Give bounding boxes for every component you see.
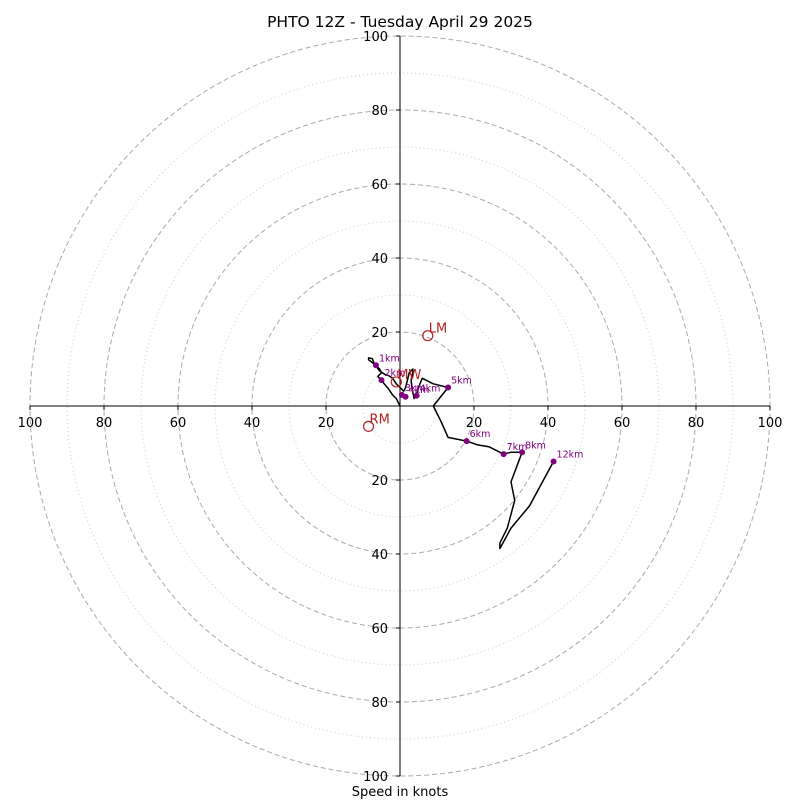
storm-motion-point — [422, 330, 434, 342]
height-marker-label: 2km — [385, 368, 406, 379]
y-tick-label: 60 — [371, 178, 388, 193]
storm-motion-point — [362, 420, 375, 432]
x-tick-label: 40 — [244, 416, 261, 431]
height-marker-point — [445, 384, 452, 391]
height-marker-label: 12km — [557, 450, 584, 461]
height-marker-point — [372, 362, 379, 369]
x-axis-label: Speed in knots — [352, 785, 449, 800]
storm-motion-markers: LM RM MW — [362, 322, 447, 432]
storm-motion-label: RM — [370, 412, 390, 427]
storm-motion-point — [390, 376, 402, 388]
chart-title: PHTO 12Z - Tuesday April 29 2025 — [267, 13, 533, 31]
x-tick-label: 80 — [96, 416, 113, 431]
height-marker-label: 4km — [409, 385, 430, 396]
y-tick-label: 80 — [371, 696, 388, 711]
height-marker-label: 4km — [420, 384, 441, 395]
x-tick-label: 100 — [758, 416, 783, 431]
x-tick-label: 20 — [318, 416, 335, 431]
storm-motion-label: MW — [397, 368, 421, 383]
x-tick-label: 60 — [614, 416, 631, 431]
height-marker-point — [413, 392, 420, 399]
height-marker-point — [500, 451, 507, 458]
height-marker-point — [378, 377, 385, 384]
y-tick-label: 60 — [371, 622, 388, 637]
y-tick-label: 20 — [371, 474, 388, 489]
height-marker-label: 7km — [507, 442, 528, 453]
x-tick-label: 60 — [170, 416, 187, 431]
y-tick-label: 40 — [371, 252, 388, 267]
y-tick-label: 80 — [371, 104, 388, 119]
y-tick-label: 100 — [363, 770, 388, 785]
height-marker-label: 5km — [451, 376, 472, 387]
x-tick-label: 100 — [18, 416, 43, 431]
height-marker-label: 1km — [379, 353, 400, 364]
height-marker-label: 3km — [405, 383, 426, 394]
y-tick-label: 40 — [371, 548, 388, 563]
x-tick-label: 40 — [540, 416, 557, 431]
height-marker-point — [463, 438, 470, 445]
x-tick-label: 20 — [466, 416, 483, 431]
tick-labels: 100 80 60 40 20 20 40 60 80 100 100 80 60 40 20 20 40 60 8… — [18, 30, 783, 785]
y-tick-label: 100 — [363, 30, 388, 45]
x-tick-label: 80 — [688, 416, 705, 431]
y-tick-label: 20 — [371, 326, 388, 341]
height-marker-label: 6km — [470, 429, 491, 440]
height-marker-point — [402, 393, 409, 400]
height-marker-point — [550, 458, 557, 465]
height-marker-label: 8km — [525, 440, 546, 451]
height-marker-point — [519, 449, 526, 456]
storm-motion-label: LM — [429, 322, 447, 337]
